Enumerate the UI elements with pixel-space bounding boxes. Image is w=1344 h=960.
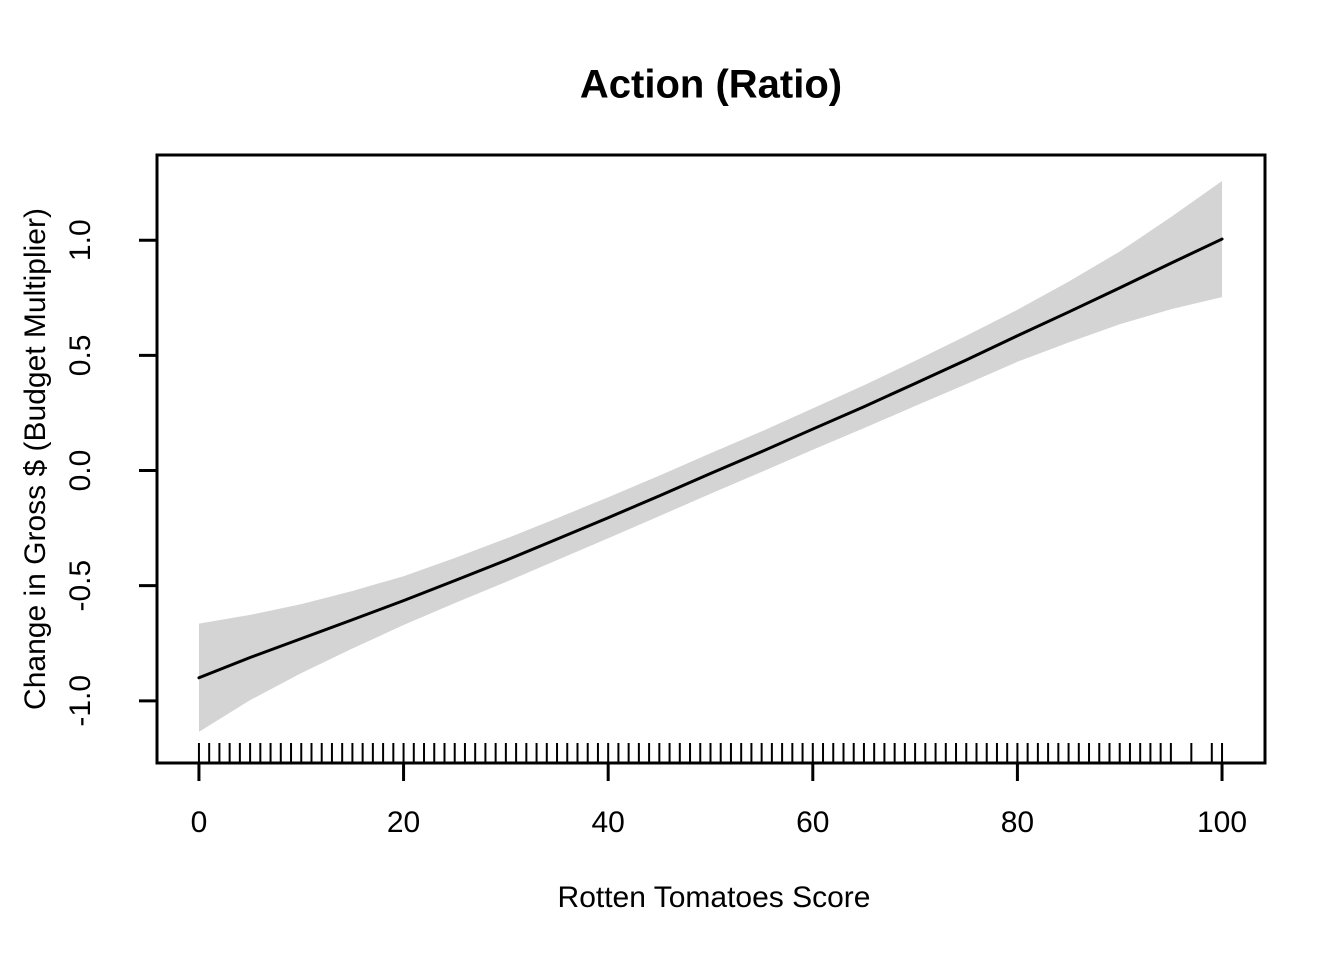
- fit-line: [197, 237, 1224, 680]
- y-tick-label: 1.0: [64, 219, 97, 261]
- x-tick-label: 40: [591, 806, 624, 839]
- x-tick-label: 60: [796, 806, 829, 839]
- chart-title: Action (Ratio): [579, 62, 843, 107]
- plot-border: [155, 153, 1267, 765]
- x-tick-label: 20: [387, 806, 420, 839]
- confidence-band: [198, 181, 1223, 732]
- y-axis-label: Change in Gross $ (Budget Multiplier): [19, 208, 52, 710]
- y-tick-label: -1.0: [64, 675, 97, 727]
- y-tick-label: 0.0: [64, 450, 97, 492]
- y-tick-label: -0.5: [64, 560, 97, 612]
- x-tick-label: 0: [191, 806, 208, 839]
- x-tick-label: 80: [1001, 806, 1034, 839]
- x-axis-label: Rotten Tomatoes Score: [557, 881, 871, 914]
- x-tick-label: 100: [1197, 806, 1247, 839]
- y-tick-label: 0.5: [64, 335, 97, 377]
